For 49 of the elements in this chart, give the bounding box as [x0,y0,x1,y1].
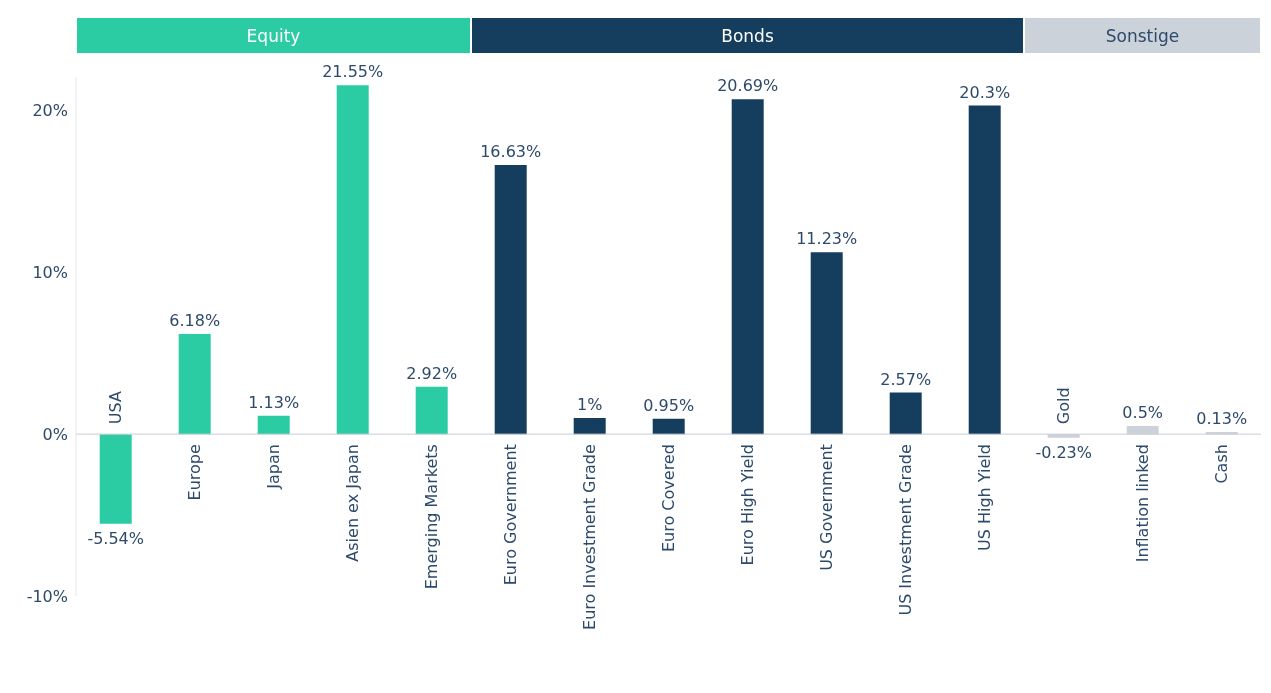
data-label: 0.5% [1122,403,1164,423]
x-tick-label: Euro Investment Grade [580,444,599,630]
bar [178,334,211,435]
bar [652,418,685,435]
data-label: 1% [577,394,603,414]
bar [968,105,1001,435]
x-tick-label: US Government [817,444,836,571]
x-tick-label: Euro Government [501,444,520,586]
x-tick-label: Japan [264,444,283,490]
bar [573,417,606,435]
data-label: 2.92% [406,363,458,383]
data-label: 2.57% [880,369,932,389]
x-tick-label: Europe [185,444,204,501]
y-tick-label: 20% [32,101,68,121]
bar [494,164,527,435]
bar [731,99,764,435]
data-label: 6.18% [169,311,221,331]
data-label: 11.23% [796,229,858,249]
bar [336,85,369,435]
bar [257,415,290,435]
bar [889,392,922,435]
data-label: 0.95% [643,395,695,415]
data-label: 21.55% [322,62,384,82]
x-tick-label: Euro High Yield [738,444,757,566]
y-tick-label: 10% [32,262,68,282]
data-label: 1.13% [248,392,300,412]
bar [810,252,843,435]
data-label: 0.13% [1196,409,1248,429]
x-tick-label: Asien ex Japan [343,444,362,562]
x-tick-label: Euro Covered [659,444,678,552]
y-tick-label: 0% [42,424,68,444]
x-tick-label: USA [106,390,125,425]
data-label: -5.54% [87,528,144,548]
x-tick-label: Emerging Markets [422,444,441,590]
group-header: Bonds [472,18,1023,53]
data-label: 20.3% [959,82,1011,102]
x-tick-label: US High Yield [975,444,994,552]
x-tick-label: Inflation linked [1133,444,1152,563]
group-header: Equity [77,18,470,53]
data-label: 16.63% [480,141,542,161]
x-tick-label: US Investment Grade [896,444,915,616]
data-label: -0.23% [1035,442,1092,462]
bar [415,386,448,435]
bar [99,434,132,524]
group-header: Sonstige [1025,18,1260,53]
x-tick-label: Cash [1212,444,1231,484]
x-tick-label: Gold [1054,387,1073,425]
data-label: 20.69% [717,76,779,96]
y-tick-label: -10% [26,586,68,606]
